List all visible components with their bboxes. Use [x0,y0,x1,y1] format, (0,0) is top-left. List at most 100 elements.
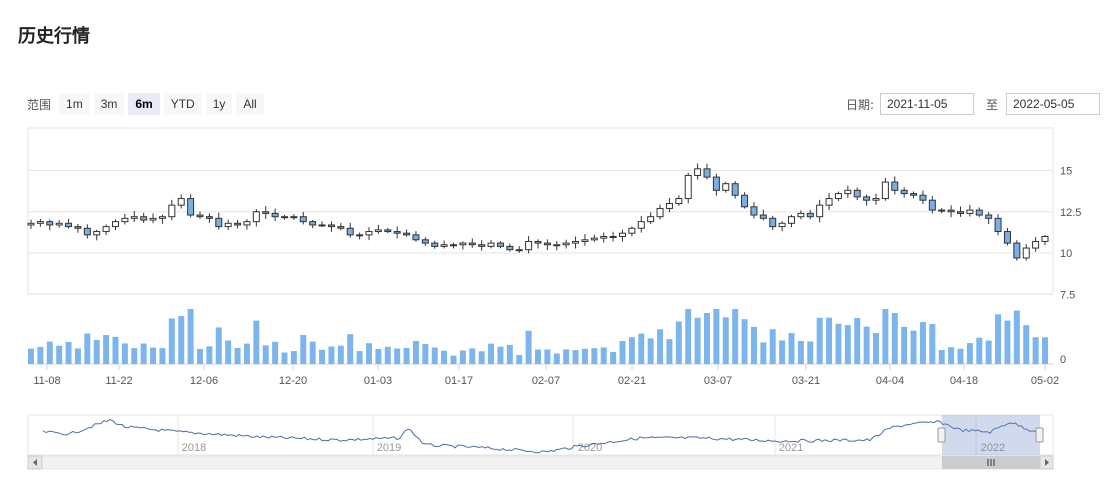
candle-body [421,239,429,244]
range-button-1m[interactable]: 1m [59,93,90,115]
candle-body [1041,236,1049,242]
candle-body [975,209,983,216]
candle-body [365,231,373,236]
candle-body [309,221,317,226]
candle-body [177,198,185,206]
x-tick-label: 04-18 [950,375,978,387]
volume-bar [732,309,739,364]
candle-body [609,236,617,238]
navigator-handle-left[interactable] [937,427,946,443]
candle-body [590,237,598,241]
candle-body [788,216,795,224]
volume-bar [159,348,166,364]
volume-bar [262,345,269,364]
candle-body [55,222,63,226]
candle-body [346,227,354,236]
candle-body [910,193,918,196]
volume-bar [206,346,213,364]
candle-body [562,242,570,246]
volume-bar [985,340,992,364]
chevron-right-icon [1045,459,1049,466]
date-to-input[interactable]: 2022-05-05 [1006,93,1100,115]
volume-bar [769,329,776,364]
price-tick-label: 12.5 [1060,207,1081,219]
candle-body [881,181,889,200]
volume-bar [394,348,401,364]
candle-body [506,245,514,251]
volume-bar [704,312,710,364]
x-tick-label: 02-07 [532,375,560,387]
candle-body [825,198,833,206]
candle-body [759,214,767,219]
volume-bar [131,348,138,364]
candle-body [994,217,1002,233]
candle-body [487,242,495,247]
range-button-1y[interactable]: 1y [205,93,233,115]
scrollbar-track[interactable] [27,455,1054,470]
volume-bar [610,351,617,364]
candle-body [722,183,730,191]
volume-bar [215,327,222,364]
volume-bar [1042,337,1048,364]
date-label: 日期: [845,97,874,112]
candle-body [619,232,626,237]
volume-bar [553,353,560,364]
candle-body [694,168,702,176]
volume-bar [995,314,1002,364]
candle-body [374,229,382,233]
x-tick-label: 01-03 [364,375,392,387]
candle-body [647,216,655,223]
x-tick-label: 04-04 [876,375,904,387]
candle-body [149,217,157,221]
range-button-all[interactable]: All [236,93,264,115]
volume-bar [272,341,279,364]
volume-bar [873,333,879,364]
price-tick-label: 7.5 [1060,289,1075,301]
volume-bar [431,347,438,364]
candle-body [525,240,533,251]
navigator-year-label: 2020 [578,442,602,454]
candle-body [281,216,288,219]
volume-bar [441,350,448,364]
candle-body [1022,247,1030,259]
candle-body [271,212,279,218]
navigator-handle-right[interactable] [1035,427,1044,443]
volume-bar [797,340,804,364]
volume-bar [685,309,692,364]
volume-bar [187,309,194,364]
volume-bar [178,316,185,364]
candle-body [656,207,664,218]
volume-bar [525,330,532,364]
candle-body [478,244,486,247]
volume-bar [150,347,157,364]
volume-bar [450,355,457,364]
volume-bar [647,338,654,364]
volume-bar [854,318,861,364]
candle-body [750,206,758,216]
volume-bar [121,343,128,364]
volume-bar [412,340,419,364]
candle-body [252,211,260,223]
range-button-ytd[interactable]: YTD [163,93,202,115]
volume-bar [488,343,495,364]
volume-bar [28,348,34,364]
volume-bar [844,325,851,364]
volume-bar [243,343,250,364]
candle-body [863,196,871,201]
volume-bar [375,348,382,364]
date-range: 日期: 2021-11-05 至 2022-05-05 [846,93,1100,115]
candle-body [234,222,242,226]
candle-body [83,227,91,236]
volume-bar [891,313,898,364]
candle-body [806,212,814,218]
range-button-3m[interactable]: 3m [93,93,125,115]
candle-body [318,224,326,227]
candle-body [130,216,138,219]
candle-body [600,236,608,239]
candle-body [403,232,411,236]
volume-bar [469,348,476,364]
range-button-6m[interactable]: 6m [128,93,160,115]
date-from-input[interactable]: 2021-11-05 [879,93,974,115]
page-title: 历史行情 [18,26,90,47]
x-tick-label: 03-07 [704,375,732,387]
